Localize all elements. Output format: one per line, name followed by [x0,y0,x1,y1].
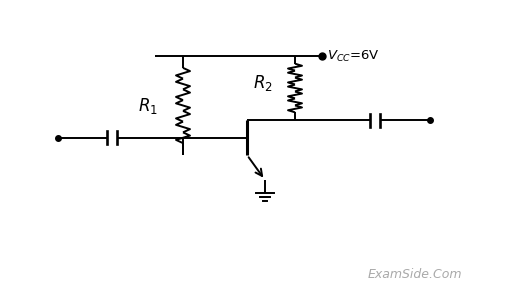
Text: $R_1$: $R_1$ [138,95,158,115]
Text: ExamSide.Com: ExamSide.Com [368,268,462,281]
Text: $R_2$: $R_2$ [253,73,273,93]
Text: $V_{CC}$=6V: $V_{CC}$=6V [327,48,380,64]
